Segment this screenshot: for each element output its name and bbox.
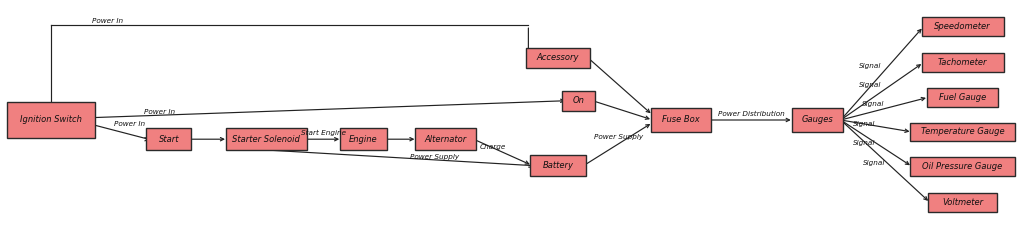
FancyBboxPatch shape [562,91,595,111]
Text: Gauges: Gauges [801,115,834,125]
Text: Oil Pressure Gauge: Oil Pressure Gauge [923,162,1002,171]
Text: Ignition Switch: Ignition Switch [20,115,82,125]
Text: Start Engine: Start Engine [301,130,346,136]
FancyArrowPatch shape [844,97,925,119]
FancyArrowPatch shape [528,164,532,167]
Text: Signal: Signal [859,82,882,88]
FancyBboxPatch shape [910,122,1015,141]
Text: Speedometer: Speedometer [934,22,991,31]
FancyArrowPatch shape [712,118,790,122]
FancyBboxPatch shape [340,128,387,150]
Text: Engine: Engine [349,135,378,144]
FancyArrowPatch shape [596,102,649,119]
Text: Fuel Gauge: Fuel Gauge [939,93,986,102]
Text: Start: Start [159,135,179,144]
FancyBboxPatch shape [910,157,1015,176]
Text: Starter Solenoid: Starter Solenoid [232,135,300,144]
Text: Signal: Signal [862,160,885,166]
FancyBboxPatch shape [927,88,998,107]
FancyBboxPatch shape [416,128,475,150]
Text: Power Distribution: Power Distribution [718,111,784,117]
Text: Fuse Box: Fuse Box [663,115,699,125]
Text: Alternator: Alternator [424,135,467,144]
FancyArrowPatch shape [560,99,564,102]
FancyBboxPatch shape [922,17,1004,36]
FancyArrowPatch shape [526,28,530,54]
FancyBboxPatch shape [651,108,712,132]
FancyArrowPatch shape [193,138,223,141]
FancyArrowPatch shape [843,121,909,165]
Text: Temperature Gauge: Temperature Gauge [921,127,1005,137]
Text: Power In: Power In [144,109,175,115]
Text: Signal: Signal [861,102,884,108]
FancyArrowPatch shape [843,122,928,200]
FancyBboxPatch shape [792,108,843,132]
FancyArrowPatch shape [586,125,649,164]
Text: Power Supply: Power Supply [594,134,643,140]
FancyArrowPatch shape [844,120,908,132]
FancyArrowPatch shape [590,60,650,113]
FancyBboxPatch shape [928,193,997,212]
Text: Signal: Signal [853,120,874,127]
FancyBboxPatch shape [530,155,586,176]
FancyBboxPatch shape [526,48,590,68]
Text: Tachometer: Tachometer [938,58,987,67]
Text: Battery: Battery [543,161,573,170]
Text: Signal: Signal [853,140,874,146]
Text: Voltmeter: Voltmeter [942,198,983,207]
FancyBboxPatch shape [225,128,307,150]
FancyBboxPatch shape [146,128,191,150]
FancyArrowPatch shape [307,138,338,141]
FancyArrowPatch shape [843,30,921,118]
FancyBboxPatch shape [7,102,95,138]
FancyArrowPatch shape [476,140,528,164]
FancyBboxPatch shape [922,53,1004,72]
FancyArrowPatch shape [843,65,921,118]
FancyArrowPatch shape [388,138,414,141]
Text: Power In: Power In [92,18,123,24]
Text: On: On [572,96,585,105]
Text: Power In: Power In [114,121,144,127]
Text: Signal: Signal [859,62,882,69]
Text: Power Supply: Power Supply [410,154,459,160]
Text: Accessory: Accessory [537,53,580,62]
Text: Charge: Charge [479,144,506,150]
FancyArrowPatch shape [144,138,148,141]
